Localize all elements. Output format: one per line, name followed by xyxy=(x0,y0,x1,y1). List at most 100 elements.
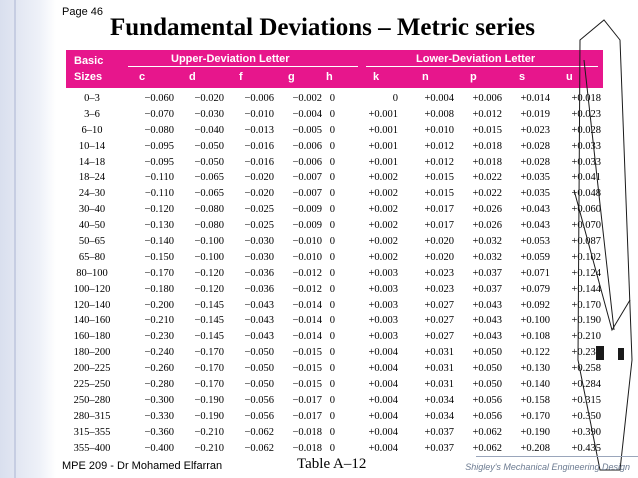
deviation-cell: +0.010 xyxy=(424,124,454,136)
deviation-cell: 0 xyxy=(329,442,335,454)
deviation-cell: −0.145 xyxy=(194,331,224,343)
size-cell: 24–30 xyxy=(78,188,106,200)
table-row: 80–100 −0.170 −0.120 −0.036 −0.012 0 +0.003 +0.… xyxy=(66,267,603,283)
footer-table-label: Table A–12 xyxy=(297,456,367,472)
header-basic: Basic xyxy=(74,55,104,67)
table-row: 3–6 −0.070 −0.030 −0.010 −0.004 0 +0.001 +0.008… xyxy=(66,108,603,124)
deviation-cell: −0.065 xyxy=(194,172,224,184)
size-cell: 50–65 xyxy=(78,236,106,248)
deviation-cell: −0.200 xyxy=(144,299,174,311)
deviation-cell: +0.002 xyxy=(368,172,398,184)
deviation-cell: +0.050 xyxy=(472,347,502,359)
deviation-cell: −0.062 xyxy=(244,442,274,454)
deviation-cell: +0.043 xyxy=(472,315,502,327)
deviation-cell: +0.079 xyxy=(520,283,550,295)
deviation-cell: −0.005 xyxy=(292,124,322,136)
deviation-cell: +0.008 xyxy=(424,108,454,120)
table-body: 0–3 −0.060 −0.020 −0.006 −0.002 0 0 +0.004 +0.00… xyxy=(66,92,603,457)
table-row: 6–10 −0.080 −0.040 −0.013 −0.005 0 +0.001 +0.01… xyxy=(66,124,603,140)
deviation-cell: +0.435 xyxy=(571,442,601,454)
deviation-cell: −0.280 xyxy=(144,379,174,391)
table-row: 225–250 −0.280 −0.170 −0.050 −0.015 0 +0.004 +0… xyxy=(66,378,603,394)
deviation-cell: +0.006 xyxy=(472,93,502,104)
deviation-cell: +0.043 xyxy=(520,220,550,232)
deviation-cell: −0.050 xyxy=(194,140,224,152)
deviation-cell: +0.124 xyxy=(571,267,601,279)
deviation-cell: −0.009 xyxy=(292,204,322,216)
deviation-cell: +0.102 xyxy=(571,251,601,263)
deviation-cell: +0.014 xyxy=(520,93,550,104)
size-cell: 355–400 xyxy=(73,442,111,454)
deviation-cell: +0.037 xyxy=(424,442,454,454)
deviation-cell: −0.036 xyxy=(244,267,274,279)
footer-book-title: Shigley's Mechanical Engineering Design xyxy=(465,462,630,472)
deviation-cell: +0.002 xyxy=(368,251,398,263)
deviation-cell: +0.004 xyxy=(368,347,398,359)
deviation-cell: −0.020 xyxy=(244,172,274,184)
header-col-c: c xyxy=(139,71,146,83)
deviation-cell: +0.022 xyxy=(472,172,502,184)
deviation-cell: 0 xyxy=(329,283,335,295)
deviation-cell: +0.012 xyxy=(424,140,454,152)
deviation-cell: 0 xyxy=(329,267,335,279)
deviation-cell: +0.004 xyxy=(424,93,454,104)
deviation-cell: +0.210 xyxy=(571,331,601,343)
deviation-cell: 0 xyxy=(329,251,335,263)
deviation-cell: +0.037 xyxy=(424,426,454,438)
deviation-cell: +0.087 xyxy=(571,236,601,248)
deviation-cell: 0 xyxy=(329,93,335,104)
size-cell: 6–10 xyxy=(81,124,103,136)
deviation-cell: +0.035 xyxy=(520,172,550,184)
deviation-cell: −0.110 xyxy=(144,188,174,200)
deviation-cell: +0.031 xyxy=(424,363,454,375)
deviation-cell: +0.062 xyxy=(472,442,502,454)
deviation-cell: −0.210 xyxy=(194,426,224,438)
deviation-cell: −0.043 xyxy=(244,315,274,327)
deviation-cell: +0.023 xyxy=(424,267,454,279)
deviation-cell: 0 xyxy=(329,394,335,406)
deviation-cell: +0.190 xyxy=(571,315,601,327)
deviation-cell: −0.080 xyxy=(194,220,224,232)
deviation-cell: +0.018 xyxy=(571,93,601,104)
deviation-cell: +0.062 xyxy=(472,426,502,438)
size-cell: 65–80 xyxy=(78,251,106,263)
deviation-cell: +0.002 xyxy=(368,220,398,232)
deviation-cell: 0 xyxy=(329,299,335,311)
deviation-cell: −0.100 xyxy=(194,236,224,248)
deviation-cell: −0.020 xyxy=(244,188,274,200)
deviation-cell: +0.158 xyxy=(520,394,550,406)
deviation-cell: 0 xyxy=(329,426,335,438)
deviation-cell: +0.017 xyxy=(424,220,454,232)
table-row: 14–18 −0.095 −0.050 −0.016 −0.006 0 +0.001 +0.0… xyxy=(66,156,603,172)
deviation-cell: +0.056 xyxy=(472,394,502,406)
table-row: 250–280 −0.300 −0.190 −0.056 −0.017 0 +0.004 +0… xyxy=(66,394,603,410)
deviation-cell: +0.092 xyxy=(520,299,550,311)
lower-group-rule xyxy=(366,66,598,67)
deviation-cell: +0.023 xyxy=(520,124,550,136)
deviation-table: Basic Sizes Upper-Deviation Letter Lower… xyxy=(66,50,603,457)
deviation-cell: −0.120 xyxy=(194,267,224,279)
deviation-cell: −0.170 xyxy=(194,347,224,359)
left-decorative-strip xyxy=(0,0,56,478)
deviation-cell: +0.122 xyxy=(520,347,550,359)
deviation-cell: +0.100 xyxy=(520,315,550,327)
deviation-cell: +0.034 xyxy=(424,410,454,422)
header-col-n: n xyxy=(422,71,429,83)
deviation-cell: +0.002 xyxy=(368,204,398,216)
deviation-cell: 0 xyxy=(329,379,335,391)
deviation-cell: −0.014 xyxy=(292,331,322,343)
deviation-cell: −0.018 xyxy=(292,426,322,438)
decorative-swoosh-graphic xyxy=(573,19,633,471)
deviation-cell: +0.003 xyxy=(368,299,398,311)
deviation-cell: 0 xyxy=(329,236,335,248)
deviation-cell: +0.031 xyxy=(424,347,454,359)
deviation-cell: −0.010 xyxy=(292,251,322,263)
deviation-cell: +0.108 xyxy=(520,331,550,343)
deviation-cell: +0.003 xyxy=(368,315,398,327)
deviation-cell: +0.027 xyxy=(424,299,454,311)
deviation-cell: −0.016 xyxy=(244,156,274,168)
deviation-cell: +0.003 xyxy=(368,267,398,279)
deviation-cell: −0.180 xyxy=(144,283,174,295)
deviation-cell: −0.170 xyxy=(144,267,174,279)
deviation-cell: +0.032 xyxy=(472,251,502,263)
